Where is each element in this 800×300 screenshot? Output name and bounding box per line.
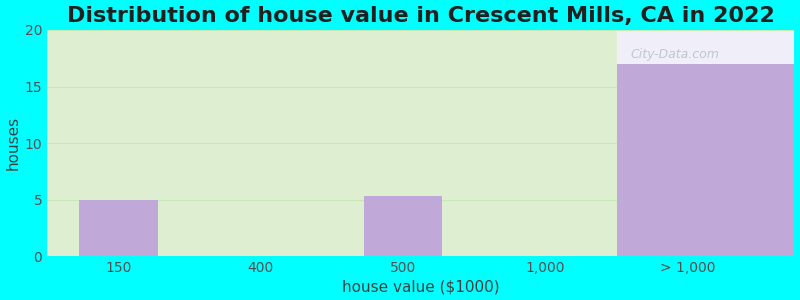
X-axis label: house value ($1000): house value ($1000): [342, 279, 500, 294]
Title: Distribution of house value in Crescent Mills, CA in 2022: Distribution of house value in Crescent …: [67, 6, 774, 26]
Bar: [47, 30, 617, 256]
Text: City-Data.com: City-Data.com: [630, 48, 719, 61]
Y-axis label: houses: houses: [6, 116, 21, 170]
Bar: [364, 196, 442, 256]
Bar: [617, 30, 794, 256]
Bar: [617, 64, 794, 256]
Bar: [79, 200, 158, 256]
